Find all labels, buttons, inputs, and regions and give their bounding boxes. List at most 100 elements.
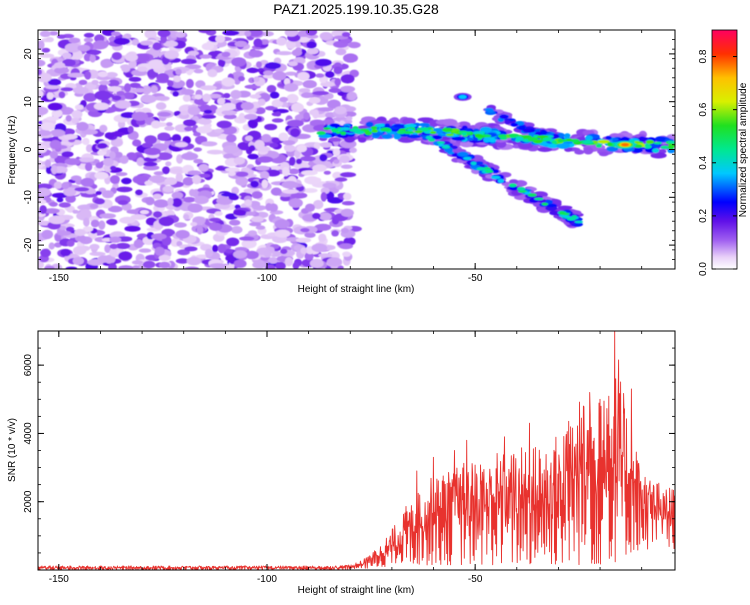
spectrogram-noise-blob	[58, 225, 67, 230]
spectrogram-ridge-halo	[557, 205, 573, 210]
spectrogram-noise-blob	[71, 117, 80, 124]
spectrogram-noise-blob	[318, 233, 327, 242]
spectrogram-noise-blob	[311, 243, 328, 253]
spectrogram-noise-blob	[38, 40, 45, 50]
spectrogram-ridge-mid	[457, 151, 469, 157]
spectrogram-noise-blob	[315, 73, 325, 78]
spectrogram-noise-blob	[274, 229, 291, 238]
spectrogram-ridge-halo	[517, 141, 534, 150]
spectrogram-noise-blob	[263, 250, 272, 258]
spectrogram-ridge-core	[463, 156, 472, 161]
spectrogram-noise-blob	[136, 157, 145, 167]
spectrogram-noise-blob	[64, 43, 81, 53]
spectrogram-noise-blob	[306, 34, 319, 39]
spectrogram-noise-blob	[54, 67, 70, 74]
spectrogram-noise-blob	[221, 192, 237, 197]
spectrogram-noise-blob	[128, 59, 137, 69]
spectrogram-noise-blob	[313, 199, 324, 210]
spectrogram-ridge-core	[366, 131, 372, 135]
spectrogram-ridge-halo	[442, 118, 458, 126]
spectrogram-noise-blob	[312, 164, 327, 172]
colorbar-tick-label: 0.2	[698, 209, 709, 223]
spectrogram-noise-blob	[53, 181, 63, 189]
spectrogram-noise-blob	[303, 112, 310, 120]
spectrogram-noise-blob	[82, 137, 90, 146]
spectrogram-noise-blob	[231, 226, 243, 234]
snr-xtick-label: -100	[257, 574, 277, 585]
spectrogram-ridge-core	[559, 211, 565, 215]
spectrogram-noise-blob	[79, 209, 92, 218]
spectrogram-noise-blob	[152, 211, 163, 218]
spectrogram-ridge-core	[470, 161, 477, 166]
spectrogram-ridge-core	[380, 127, 391, 132]
spectrogram-ridge-core	[442, 144, 450, 149]
spectrogram-ridge-mid	[404, 123, 417, 128]
spectrogram-ridge-core	[490, 175, 501, 180]
spectrogram-noise-blob	[68, 37, 81, 44]
spectrogram-noise-blob	[94, 198, 105, 205]
spectrogram-noise-blob	[349, 147, 357, 153]
spectrogram-noise-blob	[248, 145, 256, 152]
spectrogram-noise-blob	[155, 102, 167, 110]
spectrogram-noise-blob	[251, 191, 263, 199]
spectrogram-noise-blob	[45, 85, 61, 90]
spectrogram-noise-blob	[78, 157, 95, 163]
spectrogram-ridge-mid	[487, 109, 495, 113]
spectrogram-noise-blob	[85, 144, 93, 153]
spectrogram-noise-blob	[51, 165, 58, 175]
spectrogram-noise-blob	[156, 152, 173, 161]
spectrogram-ridge-core	[595, 144, 603, 148]
colorbar-tick-label: 0.0	[698, 262, 709, 276]
spectrogram-noise-blob	[95, 162, 104, 169]
snr-ticks: -150 -100 -50 2000 4000 6000	[23, 330, 675, 585]
spectrogram-noise-blob	[308, 97, 321, 104]
spectrogram-noise-blob	[111, 52, 122, 61]
spectrogram-noise-blob	[196, 126, 213, 134]
spectrogram-noise-blob	[38, 199, 47, 205]
spectrogram-noise-blob	[204, 248, 214, 258]
spectrogram-noise-blob	[244, 199, 253, 206]
spectrogram-noise-blob	[116, 186, 133, 193]
spectrogram-y-axis-label: Frequency (Hz)	[7, 116, 18, 185]
spectrogram-noise-blob	[237, 141, 252, 151]
spectrogram-noise-blob	[132, 175, 149, 184]
spectrogram-noise-blob	[67, 72, 85, 78]
spectrogram-ridge-mid	[504, 119, 511, 125]
spectrogram-noise-blob	[81, 129, 98, 135]
spectrogram-noise-blob	[58, 202, 71, 208]
spectrogram-ridge-mid	[500, 114, 508, 119]
spectrogram-ridge-mid	[546, 204, 557, 208]
spectrogram-noise-blob	[187, 106, 201, 116]
spectrogram-ytick-label: 20	[23, 48, 34, 60]
spectrogram-noise-blob	[325, 71, 335, 78]
spectrogram-noise-blob	[113, 151, 123, 158]
spectrogram-noise-blob	[124, 83, 131, 93]
spectrogram-noise-blob	[100, 60, 112, 69]
spectrogram-noise-blob	[56, 230, 72, 236]
spectrogram-noise-blob	[89, 243, 100, 250]
spectrogram-noise-blob	[113, 37, 131, 45]
spectrogram-noise-blob	[46, 91, 54, 100]
spectrogram-noise-blob	[284, 144, 296, 152]
spectrogram-noise-blob	[148, 59, 165, 69]
spectrogram-noise-blob	[65, 226, 75, 232]
spectrogram-noise-blob	[290, 128, 301, 138]
spectrogram-noise-blob	[305, 203, 315, 212]
spectrogram-noise-blob	[82, 226, 94, 233]
spectrogram-noise-blob	[216, 120, 232, 129]
spectrogram-noise-blob	[184, 266, 199, 269]
spectrogram-ytick-label: -10	[23, 190, 34, 205]
spectrogram-noise-blob	[263, 70, 274, 76]
spectrogram-ridge-mid	[606, 146, 619, 152]
spectrogram-noise-blob	[44, 265, 55, 269]
spectrogram-noise-blob	[44, 208, 60, 214]
spectrogram-noise-blob	[118, 251, 133, 261]
spectrogram-ridge-core	[660, 145, 670, 149]
spectrogram-noise-blob	[74, 187, 90, 192]
spectrogram-noise-blob	[347, 41, 361, 49]
spectrogram-noise-blob	[176, 154, 183, 164]
spectrogram-noise-blob	[98, 80, 111, 86]
spectrogram-noise-blob	[282, 167, 290, 177]
spectrogram-noise-blob	[65, 266, 78, 269]
